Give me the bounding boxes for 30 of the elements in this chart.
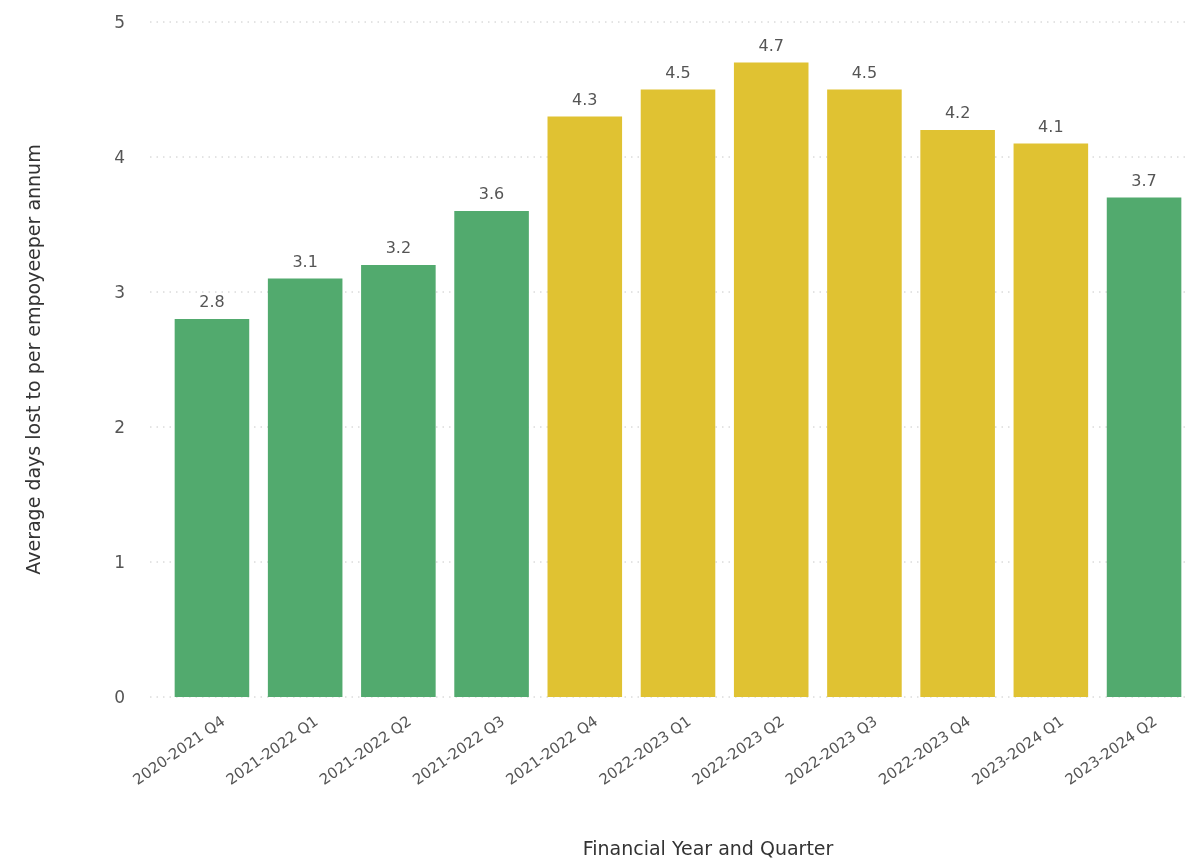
- bar: [640, 89, 716, 697]
- data-label: 3.7: [1131, 170, 1157, 190]
- bar: [174, 319, 250, 697]
- y-tick-label: 0: [114, 686, 125, 707]
- y-tick-label: 5: [114, 11, 125, 32]
- data-label: 2.8: [199, 292, 225, 311]
- bar: [361, 265, 436, 697]
- y-tick-label: 4: [114, 146, 125, 167]
- bar: [1106, 197, 1182, 697]
- y-tick-label: 2: [114, 416, 125, 437]
- y-axis-title: Average days lost to per empoyeeper annum: [22, 144, 44, 575]
- bar: [920, 130, 995, 697]
- data-label: 3.1: [292, 251, 318, 271]
- bar: [827, 89, 902, 697]
- x-axis-title: Financial Year and Quarter: [582, 837, 834, 859]
- data-label: 4.2: [944, 103, 971, 122]
- data-label: 3.2: [385, 238, 412, 257]
- data-label: 3.6: [478, 184, 505, 203]
- y-tick-label: 1: [114, 551, 125, 572]
- data-label: 4.1: [1038, 116, 1064, 136]
- bar: [1013, 143, 1089, 697]
- bar: [454, 211, 529, 697]
- data-label: 4.7: [758, 35, 784, 55]
- y-tick-label: 3: [114, 281, 125, 302]
- data-label: 4.5: [665, 62, 691, 82]
- bar: [733, 62, 809, 697]
- bar: [267, 278, 343, 697]
- data-label: 4.3: [572, 89, 598, 109]
- data-label: 4.5: [851, 62, 878, 82]
- bar: [547, 116, 623, 697]
